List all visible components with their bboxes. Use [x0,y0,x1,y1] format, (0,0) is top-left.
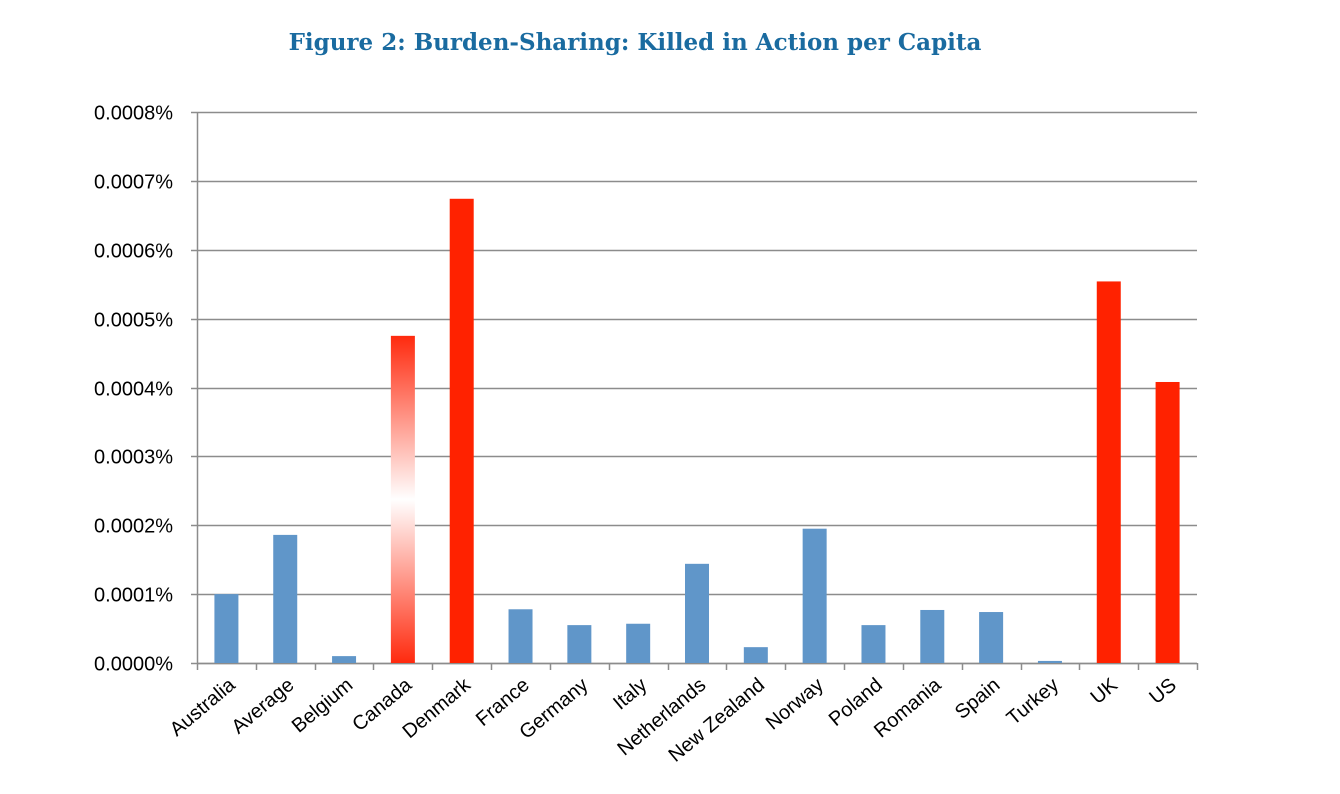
x-label-belgium: Belgium [288,674,358,737]
bar-average [273,534,298,663]
x-label-us: US [1145,674,1180,709]
y-tick-label: 0.0002% [94,516,173,538]
bars [214,198,1180,663]
x-label-spain: Spain [951,674,1004,724]
bar-belgium [332,656,357,663]
y-tick-label: 0.0006% [94,241,173,263]
x-label-uk: UK [1087,674,1123,709]
bar-germany [567,625,592,663]
bar-netherlands [685,563,709,663]
bar-new-zealand [743,647,768,663]
bar-norway [802,528,827,663]
bar-canada [390,335,415,663]
x-label-average: Average [228,674,299,739]
x-label-australia: Australia [166,673,240,740]
x-label-italy: Italy [609,674,651,714]
bar-us [1155,381,1180,663]
y-tick-label: 0.0008% [94,103,173,125]
x-label-norway: Norway [762,674,828,734]
y-tick-labels: 0.0000% 0.0001% 0.0002% 0.0003% 0.0004% 0.000… [94,103,173,676]
axes [196,112,1199,670]
bar-italy [626,623,651,663]
bar-australia [214,594,239,663]
x-label-romania: Romania [870,673,946,742]
y-tick-label: 0.0004% [94,379,173,401]
y-tick-label: 0.0005% [94,310,173,332]
y-tick-label: 0.0001% [94,585,173,607]
x-label-turkey: Turkey [1003,674,1063,730]
bar-romania [920,609,945,663]
y-tick-label: 0.0007% [94,172,173,194]
bar-france [508,609,533,663]
x-category-labels: AustraliaAverageBelgiumCanadaDenmarkFran… [166,673,1181,766]
y-tick-label: 0.0003% [94,447,173,469]
y-tick-label: 0.0000% [94,654,173,676]
bar-poland [861,625,886,663]
chart-title: Figure 2: Burden-Sharing: Killed in Acti… [288,29,982,56]
bar-spain [979,612,1004,663]
bar-denmark [449,198,474,663]
bar-turkey [1037,660,1062,663]
bar-uk [1096,281,1121,663]
